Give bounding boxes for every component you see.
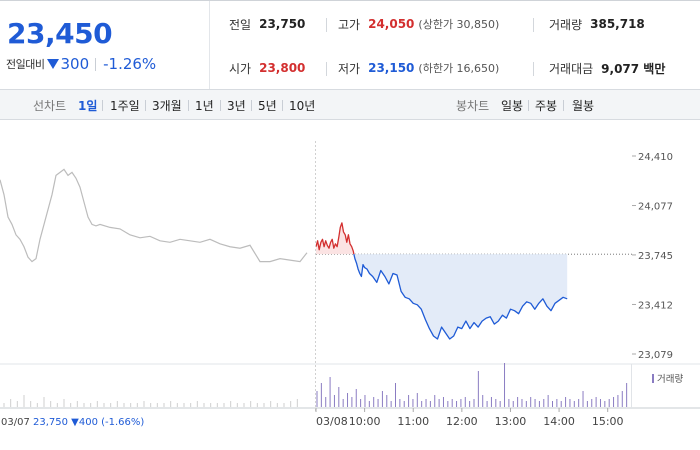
x-tick-label: 13:00 [495,415,527,428]
x-tick-label: 15:00 [592,415,624,428]
divider [145,100,146,111]
divider [95,57,97,71]
volume-legend-marker [652,374,654,383]
lower-limit: (하한가 16,650) [418,62,500,75]
divider [251,100,252,111]
y-tick-label: 23,079 [638,350,673,361]
change-percent: -1.26% [103,55,157,73]
y-tick-label: 23,412 [638,300,673,311]
divider [102,100,103,111]
candle-chart-label: 봉차트 [456,99,490,113]
volume-stat: 거래량 385,718 [549,15,645,33]
amount-stat: 거래대금 9,077 백만 [549,59,665,77]
divider [188,100,189,111]
upper-limit: (상한가 30,850) [418,18,500,31]
amount-value: 9,077 백만 [601,61,666,76]
divider [220,100,221,111]
divider [326,62,327,76]
open-value: 23,800 [259,61,306,75]
prev-day-line [0,168,308,263]
tab-daily-candle[interactable]: 일봉 [501,99,524,113]
today-line-down [353,254,568,340]
current-price: 23,450 [7,17,113,50]
tab-3m[interactable]: 3개월 [152,99,182,113]
low-stat: 저가 23,150 (하한가 16,650) [338,59,499,77]
divider [533,62,534,76]
y-tick-label: 24,410 [638,152,673,163]
prev-close-label: 전일 [229,17,252,32]
volume-label: 거래량 [549,17,583,32]
divider [563,100,564,111]
change-row: 전일대비 300 -1.26% [6,55,156,73]
prev-day-summary-label: 23,750 ▼400 (-1.66%) [33,417,144,428]
tab-5y[interactable]: 5년 [258,99,277,113]
today-line-up [315,222,355,255]
divider [326,18,327,32]
tab-1w[interactable]: 1주일 [110,99,140,113]
open-stat: 시가 23,800 [229,59,305,77]
open-label: 시가 [229,61,252,76]
low-label: 저가 [338,61,361,76]
x-tick-label: 14:00 [543,415,575,428]
line-chart-label: 선차트 [33,99,67,113]
prev-close-value: 23,750 [259,17,306,31]
period-bar: 선차트 1일 1주일 3개월 1년 3년 5년 10년 봉차트 일봉 주봉 월봉 [0,90,700,120]
tab-1d[interactable]: 1일 [78,99,98,113]
x-tick-label: 12:00 [446,415,478,428]
tab-3y[interactable]: 3년 [227,99,246,113]
x-tick-label: 11:00 [397,415,429,428]
tab-1y[interactable]: 1년 [195,99,214,113]
y-tick-label: 24,077 [638,202,673,213]
tab-weekly-candle[interactable]: 주봉 [535,99,558,113]
down-arrow-icon [47,59,60,69]
divider [528,100,529,111]
change-label: 전일대비 [6,58,45,71]
price-chart: 24,410 24,077 23,745 23,412 23,079 거래량 03/08 10… [0,141,700,428]
tab-monthly-candle[interactable]: 월봉 [572,99,595,113]
high-label: 고가 [338,17,361,32]
amount-label: 거래대금 [549,61,594,76]
x-tick-label: 03/08 [316,415,348,428]
volume-legend-label: 거래량 [657,373,683,385]
down-fill-area [353,254,568,339]
price-summary: 23,450 전일대비 300 -1.26% 전일 23,750 고가 24,0… [0,0,700,90]
divider [533,18,534,32]
low-value: 23,150 [368,61,415,75]
divider [282,100,283,111]
current-price-box: 23,450 전일대비 300 -1.26% [0,1,210,89]
change-value: 300 [60,55,90,73]
high-stat: 고가 24,050 (상한가 30,850) [338,15,499,33]
up-fill-area [316,222,354,255]
x-tick-label: 10:00 [349,415,381,428]
y-tick-label: 23,745 [638,251,673,262]
high-value: 24,050 [368,17,415,31]
prev-close-stat: 전일 23,750 [229,15,305,33]
volume-value: 385,718 [590,17,645,31]
tab-10y[interactable]: 10년 [289,99,316,113]
prev-day-date-label: 03/07 [1,417,30,428]
